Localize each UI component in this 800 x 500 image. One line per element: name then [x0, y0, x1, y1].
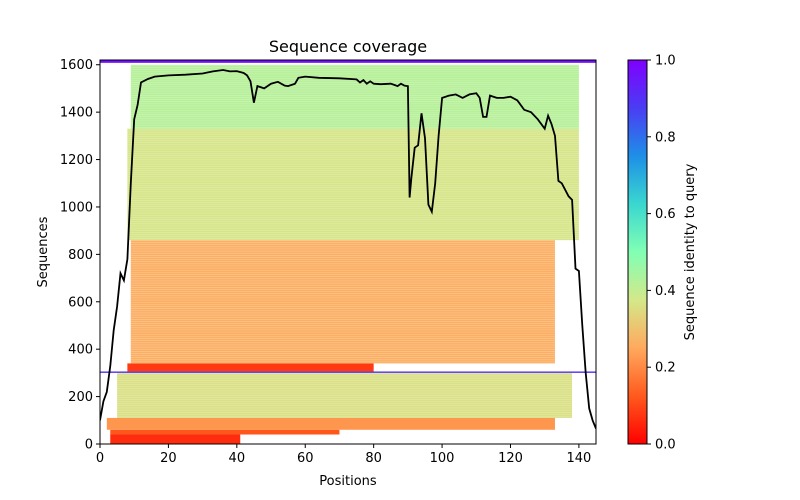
coverage-band	[127, 128, 579, 241]
x-axis-label: Positions	[319, 474, 377, 489]
coverage-band	[130, 64, 579, 129]
colorbar-ticks: 0.0 0.2 0.4 0.6 0.8 1.0	[647, 54, 676, 453]
x-tick-label: 0	[96, 451, 104, 466]
colorbar-tick-label: 0.4	[655, 284, 676, 299]
colorbar	[627, 59, 648, 445]
colorbar-tick-label: 0.2	[655, 361, 676, 376]
x-tick-label: 140	[566, 451, 591, 466]
coverage-band	[117, 372, 573, 418]
x-axis-ticks: 0 20 40 60 80 100 120 140	[96, 444, 591, 466]
plot-frame	[99, 59, 597, 445]
y-tick-label: 800	[68, 248, 93, 263]
coverage-line	[100, 69, 596, 429]
y-tick-label: 600	[68, 295, 93, 310]
coverage-band	[127, 363, 374, 372]
coverage-band	[100, 60, 596, 63]
x-tick-label: 80	[365, 451, 382, 466]
coverage-band	[100, 371, 596, 373]
x-tick-label: 20	[160, 451, 177, 466]
y-tick-label: 1200	[60, 153, 93, 168]
y-axis-ticks: 0 200 400 600 800 1000 1200 1400 1600	[60, 58, 100, 453]
y-tick-label: 1000	[60, 200, 93, 215]
colorbar-label: Sequence identity to query	[683, 163, 698, 340]
y-tick-label: 1400	[60, 106, 93, 121]
x-tick-label: 120	[498, 451, 523, 466]
y-axis-label: Sequences	[36, 216, 51, 287]
coverage-band	[106, 417, 555, 430]
y-tick-label: 0	[85, 438, 93, 453]
x-tick-label: 40	[229, 451, 246, 466]
y-tick-label: 1600	[60, 58, 93, 73]
y-tick-label: 400	[68, 343, 93, 358]
coverage-band	[110, 429, 340, 435]
x-tick-label: 60	[297, 451, 314, 466]
colorbar-tick-label: 0.6	[655, 207, 676, 222]
x-tick-label: 100	[430, 451, 455, 466]
coverage-band	[130, 240, 555, 364]
chart-title: Sequence coverage	[269, 37, 427, 56]
coverage-band	[110, 434, 241, 444]
coverage-bands	[100, 60, 596, 444]
colorbar-tick-label: 0.8	[655, 130, 676, 145]
band-stripes	[117, 65, 579, 417]
colorbar-tick-label: 0.0	[655, 438, 676, 453]
colorbar-tick-label: 1.0	[655, 54, 676, 69]
y-tick-label: 200	[68, 390, 93, 405]
